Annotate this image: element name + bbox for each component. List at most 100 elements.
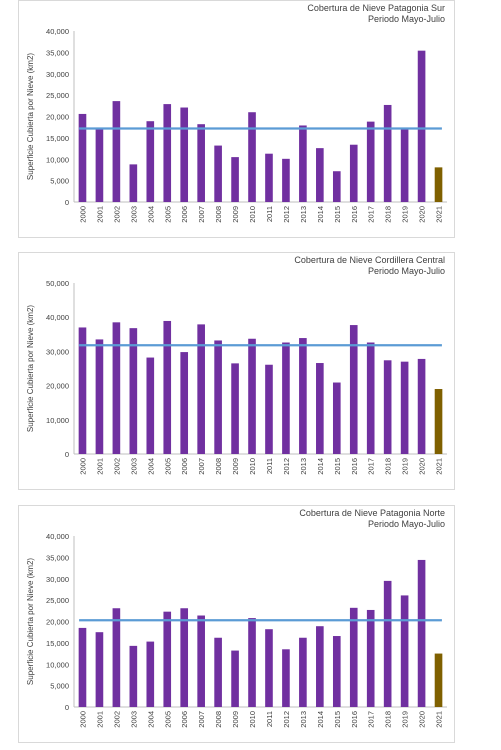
bar-2020 (417, 358, 426, 454)
bar-2004 (146, 641, 155, 707)
x-tick-label: 2005 (163, 206, 172, 223)
x-tick-label: 2017 (367, 206, 376, 223)
bar-2004 (146, 357, 155, 454)
bar-2012 (282, 342, 290, 454)
y-tick-label: 40,000 (46, 27, 69, 36)
bar-2009 (231, 650, 239, 707)
x-tick-label: 2012 (282, 711, 291, 728)
chart-title-line: Periodo Mayo-Julio (368, 519, 445, 529)
x-tick-label: 2013 (299, 206, 308, 223)
x-tick-label: 2012 (282, 206, 291, 223)
x-tick-label: 2001 (95, 458, 104, 475)
chart-panel-patagonia-norte: Cobertura de Nieve Patagonia Norte Period… (18, 505, 455, 743)
bar-2003 (129, 164, 138, 202)
bar-2005 (163, 104, 172, 202)
bar-2016 (349, 607, 358, 707)
x-tick-label: 2014 (316, 458, 325, 475)
chart-title-line: Periodo Mayo-Julio (368, 266, 445, 276)
bar-2006 (180, 107, 189, 202)
bar-2012 (282, 649, 290, 707)
x-tick-label: 2017 (367, 711, 376, 728)
bar-2018 (383, 580, 392, 707)
bar-2010 (248, 618, 256, 707)
bar-2010 (248, 112, 256, 202)
x-tick-label: 2002 (112, 711, 121, 728)
x-tick-label: 2013 (299, 458, 308, 475)
x-tick-label: 2000 (78, 458, 87, 475)
y-tick-label: 10,000 (46, 660, 69, 669)
x-tick-label: 2003 (129, 458, 138, 475)
bar-2008 (214, 340, 222, 454)
y-tick-label: 35,000 (46, 48, 69, 57)
bar-2009 (231, 363, 239, 454)
bar-2015 (332, 171, 341, 202)
x-tick-label: 2008 (214, 711, 223, 728)
bar-2013 (299, 125, 307, 202)
bar-2003 (129, 645, 138, 707)
x-tick-label: 2015 (333, 206, 342, 223)
x-tick-label: 2004 (146, 206, 155, 223)
y-tick-label: 10,000 (46, 155, 69, 164)
bar-2008 (214, 145, 222, 202)
y-axis-label: Superficie Cubierta por Nieve (km2) (26, 53, 35, 180)
chart-panel-cordillera-central: Cobertura de Nieve Cordillera Central Per… (18, 252, 455, 490)
bar-2011 (265, 629, 273, 707)
x-tick-label: 2016 (350, 711, 359, 728)
y-tick-label: 0 (65, 198, 69, 207)
bar-2010 (248, 338, 256, 454)
bar-2012 (282, 158, 290, 202)
bar-2016 (349, 325, 358, 454)
bar-2004 (146, 121, 155, 202)
x-tick-label: 2007 (197, 711, 206, 728)
x-tick-label: 2015 (333, 458, 342, 475)
y-tick-label: 10,000 (46, 416, 69, 425)
y-tick-label: 30,000 (46, 575, 69, 584)
x-tick-label: 2010 (248, 458, 257, 475)
x-tick-label: 2004 (146, 458, 155, 475)
y-tick-label: 5,000 (50, 177, 69, 186)
bar-2011 (265, 153, 273, 202)
bar-2003 (129, 328, 138, 454)
x-tick-label: 2009 (231, 711, 240, 728)
bar-2013 (299, 637, 307, 707)
x-tick-label: 2020 (418, 458, 427, 475)
bar-2017 (366, 609, 375, 707)
bar-2017 (366, 342, 375, 454)
x-tick-label: 2003 (129, 206, 138, 223)
y-tick-label: 20,000 (46, 382, 69, 391)
x-tick-label: 2004 (146, 711, 155, 728)
x-tick-label: 2002 (112, 458, 121, 475)
x-tick-label: 2019 (401, 206, 410, 223)
y-tick-label: 5,000 (50, 682, 69, 691)
x-tick-label: 2010 (248, 206, 257, 223)
y-tick-label: 15,000 (46, 134, 69, 143)
x-tick-label: 2012 (282, 458, 291, 475)
chart-svg: Cobertura de Nieve Cordillera CentralPer… (26, 255, 447, 475)
y-axis-label: Superficie Cubierta por Nieve (km2) (26, 305, 35, 432)
bar-2006 (180, 352, 189, 454)
bar-2000 (78, 327, 87, 454)
bar-2020 (417, 50, 426, 202)
x-tick-label: 2018 (384, 711, 393, 728)
y-tick-label: 0 (65, 703, 69, 712)
bar-2008 (214, 637, 222, 707)
x-tick-label: 2011 (265, 206, 274, 222)
x-tick-label: 2019 (401, 711, 410, 728)
bar-2014 (316, 148, 324, 202)
x-tick-label: 2011 (265, 711, 274, 727)
x-tick-label: 2001 (95, 206, 104, 223)
bar-2001 (95, 128, 104, 202)
bar-2021 (434, 653, 443, 707)
bar-2001 (95, 339, 104, 454)
x-tick-label: 2005 (163, 711, 172, 728)
x-tick-label: 2010 (248, 711, 257, 728)
bar-2020 (417, 559, 426, 707)
x-tick-label: 2013 (299, 711, 308, 728)
x-tick-label: 2014 (316, 711, 325, 728)
x-tick-label: 2018 (384, 206, 393, 223)
y-tick-label: 40,000 (46, 313, 69, 322)
bar-2014 (316, 626, 324, 707)
bar-2002 (112, 608, 121, 707)
bar-2018 (383, 360, 392, 454)
x-tick-label: 2006 (180, 458, 189, 475)
